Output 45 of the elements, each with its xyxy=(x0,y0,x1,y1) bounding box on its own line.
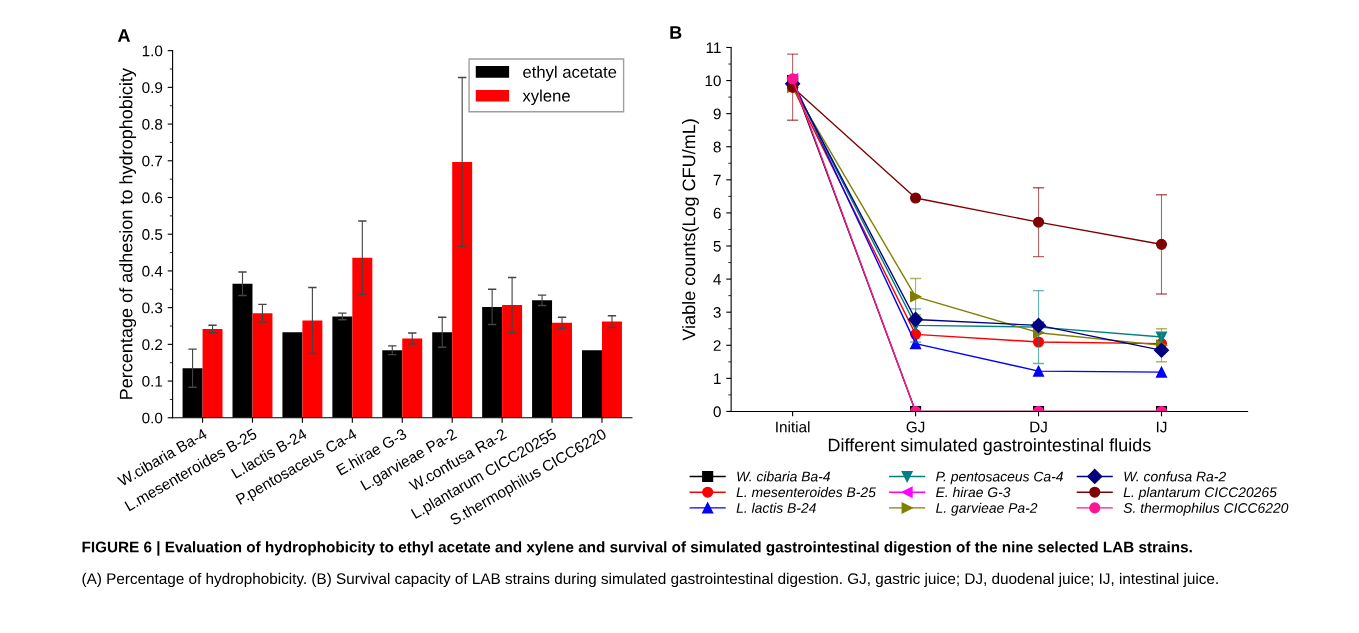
legend-label: W. confusa Ra-2 xyxy=(1124,471,1226,482)
y-tick-label: 0 xyxy=(713,406,721,418)
y-tick-label: 0.6 xyxy=(142,192,163,204)
legend-label: L. mesenteroides B-25 xyxy=(736,486,876,498)
y-tick-label: 0.2 xyxy=(142,339,163,351)
chart-title: A xyxy=(117,29,131,42)
y-tick-label: 9 xyxy=(713,108,721,120)
y-tick-label: 0.0 xyxy=(142,412,163,424)
legend-label: L. lactis B-24 xyxy=(736,502,816,513)
legend-label: S. thermophilus CICC6220 xyxy=(1123,502,1289,516)
y-tick-label: 3 xyxy=(713,307,721,318)
legend-label: P. pentosaceus Ca-4 xyxy=(936,471,1063,485)
x-axis-title: Different simulated gastrointestinal fluids xyxy=(828,438,1151,456)
y-tick-label: 0.3 xyxy=(142,302,163,314)
legend-label: W. cibaria Ba-4 xyxy=(737,471,831,482)
y-tick-label: 0.1 xyxy=(142,375,163,387)
y-tick-label: 0.7 xyxy=(142,155,163,167)
legend-label: L. plantarum CICC20265 xyxy=(1123,486,1277,500)
x-tick-label: Initial xyxy=(776,421,810,433)
legend-label: L. garvieae Pa-2 xyxy=(936,502,1038,516)
y-tick-label: 4 xyxy=(713,274,721,285)
y-tick-label: 8 xyxy=(713,141,721,153)
x-tick-label: IJ xyxy=(1156,421,1167,433)
y-tick-label: 0.5 xyxy=(142,229,163,240)
y-tick-label: 1.0 xyxy=(142,45,163,57)
y-tick-label: 10 xyxy=(705,75,721,87)
y-tick-label: 5 xyxy=(713,241,721,252)
legend-label: ethyl acetate xyxy=(523,65,617,82)
x-tick-label: DJ xyxy=(1030,421,1047,433)
y-axis-title: Viable counts(Log CFU/mL) xyxy=(682,119,699,341)
y-tick-label: 0.8 xyxy=(142,118,163,130)
x-tick-label: GJ xyxy=(906,421,925,433)
legend-label: E. hirae G-3 xyxy=(936,486,1011,498)
chart-title: B xyxy=(670,26,682,39)
y-tick-label: 7 xyxy=(713,174,721,186)
y-tick-label: 11 xyxy=(706,42,721,54)
y-axis-title: Percentage of adhesion to hydrophobicity xyxy=(119,68,137,399)
caption: FIGURE 6 | Evaluation of hydrophobicity to ethyl acetate and xylene and survival of simulated gastrointestinal digestion of the nine selected LAB strains. xyxy=(82,541,1192,556)
legend-label: xylene xyxy=(522,89,570,106)
y-tick-label: 0.9 xyxy=(142,82,163,94)
y-tick-label: 0.4 xyxy=(142,265,163,277)
y-tick-label: 6 xyxy=(713,207,721,219)
y-tick-label: 2 xyxy=(713,340,721,351)
y-tick-label: 1 xyxy=(714,373,721,384)
text: (A) Percentage of hydrophobicity. (B) Survival capacity of LAB strains during simulated gastrointestinal digestion. GJ, gastric juice; DJ, duodenal juice; IJ, intestinal juice. xyxy=(82,572,1218,588)
